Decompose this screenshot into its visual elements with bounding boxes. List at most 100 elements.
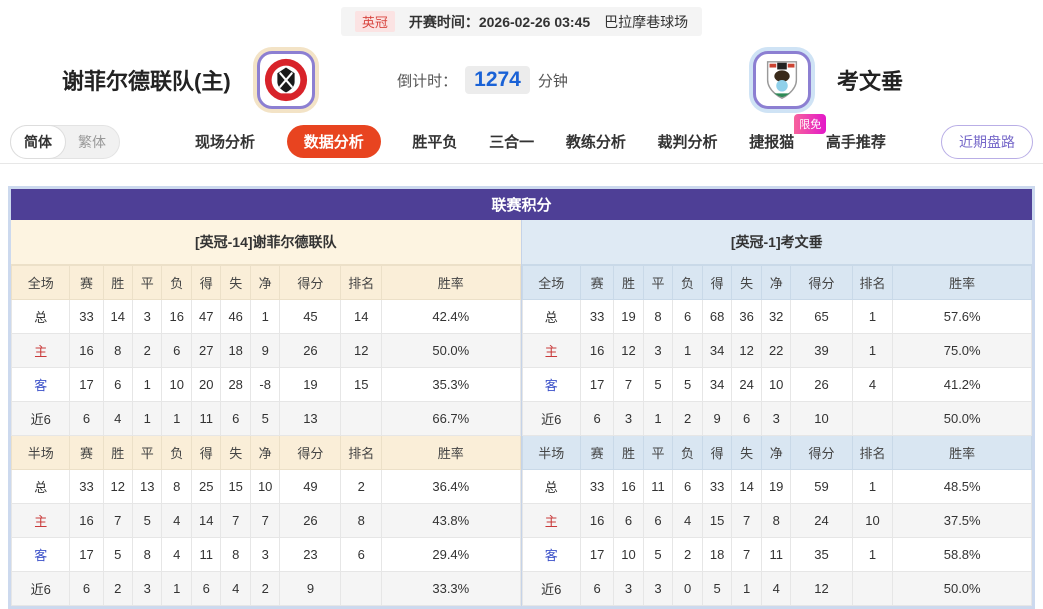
stat-cell: 6 — [69, 401, 104, 436]
column-header-cell: 赛 — [580, 435, 615, 470]
stat-cell: 6 — [613, 503, 644, 538]
stat-cell: 2 — [102, 571, 134, 606]
stat-cell: 6 — [672, 469, 703, 504]
column-header-row: 全场赛胜平负得失净得分 排名 胜率 — [10, 265, 521, 300]
tab-win-draw-loss[interactable]: 胜平负 — [412, 134, 458, 151]
stat-cell: 8 — [760, 503, 792, 538]
lang-simplified-button[interactable]: 简体 — [10, 124, 66, 159]
stat-cell — [851, 401, 894, 436]
tab-live-analysis[interactable]: 现场分析 — [195, 134, 256, 151]
table-row: 主 16 7 5 4 14 7 7 26 8 43.8% — [10, 503, 521, 538]
board-body: [英冠-14]谢菲尔德联队 全场赛胜平负得失净得分 排名 胜率总 33 14 3 16 47 4… — [10, 220, 1033, 606]
stat-cell: 4 — [851, 367, 894, 402]
table-row: 总 33 12 13 8 25 15 10 49 2 36.4% — [10, 469, 521, 504]
column-header-cell: 得 — [190, 435, 222, 470]
table-row: 主 16 6 6 4 15 7 8 24 10 37.5% — [521, 503, 1032, 538]
table-row: 近6 6 2 3 1 6 4 2 9 33.3% — [10, 571, 521, 606]
match-info-bar: 英冠 开赛时间：2026-02-26 03:45 巴拉摩巷球场 — [340, 7, 703, 36]
stat-cell: 1 — [161, 571, 192, 606]
stat-cell: 15 — [220, 469, 251, 504]
stat-cell: 2 — [340, 469, 383, 504]
stat-cell: 0 — [672, 571, 703, 606]
column-header-cell: 胜 — [102, 265, 134, 300]
stat-cell: 12 — [340, 333, 383, 368]
stat-cell: 17 — [580, 367, 615, 402]
stat-cell: 6 — [340, 537, 383, 572]
stat-cell: 33 — [69, 469, 104, 504]
away-standings-table: 全场赛胜平负得失净得分 排名 胜率总 33 19 8 6 68 36 32 65 1 57.6% 主 16 1… — [521, 265, 1033, 606]
countdown-unit: 分钟 — [537, 72, 568, 90]
away-crest-icon — [766, 61, 798, 100]
stat-cell: 2 — [131, 333, 163, 368]
row-label-cell: 客 — [521, 367, 582, 402]
row-label-cell: 总 — [521, 299, 582, 334]
recent-odds-button[interactable]: 近期盘路 — [941, 124, 1033, 159]
home-standings-table: 全场赛胜平负得失净得分 排名 胜率总 33 14 3 16 47 46 1 45 14 42.4% 主 16… — [10, 265, 521, 606]
stat-cell: 14 — [190, 503, 222, 538]
column-header-cell: 平 — [642, 435, 674, 470]
stat-cell: 1 — [731, 571, 762, 606]
stat-cell: -8 — [249, 367, 281, 402]
stat-cell: 3 — [642, 333, 674, 368]
stat-cell: 5 — [249, 401, 281, 436]
stat-cell: 3 — [613, 401, 644, 436]
stat-cell: 12 — [790, 571, 853, 606]
stat-cell: 43.8% — [381, 503, 521, 538]
stat-cell: 10 — [613, 537, 644, 572]
stat-cell: 3 — [131, 571, 163, 606]
table-row: 近6 6 4 1 1 11 6 5 13 66.7% — [10, 401, 521, 436]
stat-cell: 46 — [220, 299, 251, 334]
stat-cell: 13 — [131, 469, 163, 504]
stat-cell: 16 — [69, 503, 104, 538]
column-header-cell: 失 — [220, 265, 251, 300]
stat-cell: 26 — [279, 333, 342, 368]
column-header-cell: 得 — [190, 265, 222, 300]
tab-coach-analysis[interactable]: 教练分析 — [565, 134, 626, 151]
stat-cell: 7 — [731, 503, 762, 538]
column-header-cell: 排名 — [340, 265, 383, 300]
nav-bar: 简体 繁体 现场分析 数据分析 胜平负 三合一 教练分析 裁判分析 捷报猫 限免 … — [0, 114, 1043, 164]
column-header-cell: 排名 — [851, 265, 894, 300]
column-header-cell: 得分 — [790, 265, 853, 300]
stat-cell: 4 — [161, 503, 192, 538]
stat-cell: 16 — [580, 333, 615, 368]
stat-cell: 22 — [760, 333, 792, 368]
stat-cell: 36 — [731, 299, 762, 334]
tab-expert-picks[interactable]: 高手推荐 — [825, 134, 886, 151]
stat-cell: 26 — [790, 367, 853, 402]
stat-cell: 5 — [672, 367, 703, 402]
table-row: 客 17 6 1 10 20 28 -8 19 15 35.3% — [10, 367, 521, 402]
tab-data-analysis[interactable]: 数据分析 — [286, 125, 381, 158]
row-label-cell: 主 — [521, 503, 582, 538]
tab-three-in-one[interactable]: 三合一 — [489, 134, 535, 151]
stat-cell: 3 — [642, 571, 674, 606]
stat-cell: 16 — [161, 299, 192, 334]
stat-cell: 2 — [249, 571, 281, 606]
stat-cell: 34 — [701, 367, 733, 402]
stat-cell: 5 — [642, 537, 674, 572]
table-row: 总 33 14 3 16 47 46 1 45 14 42.4% — [10, 299, 521, 334]
venue-name: 巴拉摩巷球场 — [604, 13, 689, 30]
stat-cell: 15 — [340, 367, 383, 402]
stat-cell: 17 — [580, 537, 615, 572]
stat-cell: 41.2% — [892, 367, 1032, 402]
stat-cell: 19 — [279, 367, 342, 402]
stat-cell: 6 — [642, 503, 674, 538]
stat-cell: 18 — [220, 333, 251, 368]
language-toggle: 简体 繁体 — [10, 124, 120, 159]
tab-jiebao-cat[interactable]: 捷报猫 限免 — [749, 114, 827, 158]
tab-referee-analysis[interactable]: 裁判分析 — [657, 134, 718, 151]
stat-cell: 4 — [672, 503, 703, 538]
column-header-cell: 半场 — [521, 435, 582, 470]
stat-cell: 14 — [340, 299, 383, 334]
stat-cell: 35 — [790, 537, 853, 572]
stat-cell: 19 — [760, 469, 792, 504]
stat-cell: 23 — [279, 537, 342, 572]
stat-cell: 16 — [69, 333, 104, 368]
stat-cell: 45 — [279, 299, 342, 334]
stat-cell: 1 — [642, 401, 674, 436]
stat-cell: 11 — [760, 537, 792, 572]
league-standings-board: 联赛积分 [英冠-14]谢菲尔德联队 全场赛胜平负得失净得分 排名 胜率总 33 14 3… — [8, 186, 1035, 609]
column-header-cell: 胜 — [613, 435, 644, 470]
lang-traditional-button[interactable]: 繁体 — [78, 133, 106, 150]
